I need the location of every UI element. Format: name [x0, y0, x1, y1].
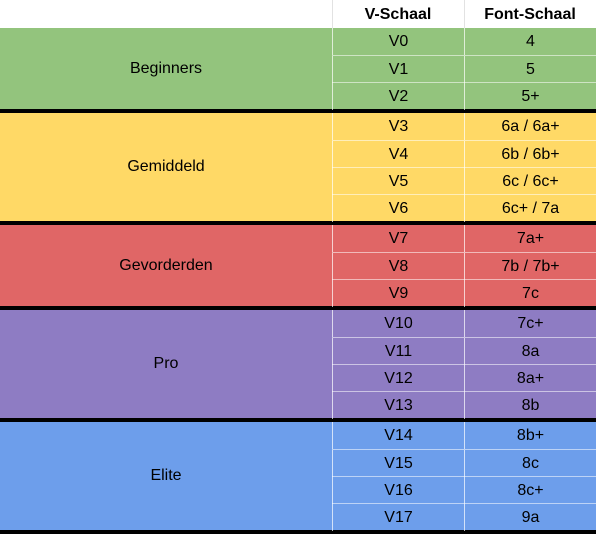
table-row: V12 8a+ — [332, 364, 596, 392]
v-grade-cell[interactable]: V4 — [332, 141, 464, 168]
table-row: V16 8c+ — [332, 476, 596, 504]
v-grade-cell[interactable]: V3 — [332, 113, 464, 140]
font-grade-cell[interactable]: 6a / 6a+ — [464, 113, 596, 140]
font-grade-cell[interactable]: 6c / 6c+ — [464, 168, 596, 195]
font-grade-cell[interactable]: 7c — [464, 280, 596, 307]
v-grade-cell[interactable]: V1 — [332, 56, 464, 83]
group-name[interactable]: Beginners — [129, 59, 203, 77]
group-name[interactable]: Gemiddeld — [127, 158, 205, 175]
table-row: V8 7b / 7b+ — [332, 252, 596, 280]
v-grade-cell[interactable]: V11 — [332, 338, 464, 365]
group-rows: V3 6a / 6a+ V4 6b / 6b+ V5 6c / 6c+ V6 6c+ / 7a — [332, 113, 596, 222]
v-grade-cell[interactable]: V7 — [332, 225, 464, 252]
font-grade-cell[interactable]: 8c+ — [464, 477, 596, 504]
header-divider — [332, 0, 333, 28]
v-grade-cell[interactable]: V2 — [332, 83, 464, 110]
group-name[interactable]: Pro — [153, 355, 179, 372]
v-grade-cell[interactable]: V14 — [332, 422, 464, 449]
v-grade-cell[interactable]: V8 — [332, 253, 464, 280]
table-row: V6 6c+ / 7a — [332, 194, 596, 222]
font-grade-cell[interactable]: 5+ — [464, 83, 596, 110]
table-row: V11 8a — [332, 337, 596, 365]
v-grade-cell[interactable]: V9 — [332, 280, 464, 307]
group-elite: Elite V14 8b+ V15 8c V16 8c+ V17 9a — [0, 422, 596, 534]
table-row: V1 5 — [332, 55, 596, 83]
font-grade-cell[interactable]: 8a+ — [464, 365, 596, 392]
table-row: V7 7a+ — [332, 225, 596, 252]
group-rows: V14 8b+ V15 8c V16 8c+ V17 9a — [332, 422, 596, 531]
v-grade-cell[interactable]: V6 — [332, 195, 464, 222]
v-grade-cell[interactable]: V10 — [332, 310, 464, 337]
v-grade-cell[interactable]: V12 — [332, 365, 464, 392]
font-grade-cell[interactable]: 7b / 7b+ — [464, 253, 596, 280]
font-grade-cell[interactable]: 5 — [464, 56, 596, 83]
table-row: V13 8b — [332, 391, 596, 419]
font-grade-cell[interactable]: 8b — [464, 392, 596, 419]
font-grade-cell[interactable]: 8b+ — [464, 422, 596, 449]
font-grade-cell[interactable]: 7a+ — [464, 225, 596, 252]
font-grade-cell[interactable]: 6c+ / 7a — [464, 195, 596, 222]
font-grade-cell[interactable]: 6b / 6b+ — [464, 141, 596, 168]
v-grade-cell[interactable]: V16 — [332, 477, 464, 504]
table-row: V10 7c+ — [332, 310, 596, 337]
v-grade-cell[interactable]: V0 — [332, 28, 464, 55]
header-row: V-Schaal Font-Schaal — [0, 0, 596, 28]
font-grade-cell[interactable]: 7c+ — [464, 310, 596, 337]
group-rows: V7 7a+ V8 7b / 7b+ V9 7c — [332, 225, 596, 307]
table-row: V9 7c — [332, 279, 596, 307]
header-font-scale[interactable]: Font-Schaal — [484, 6, 576, 23]
table-row: V15 8c — [332, 449, 596, 477]
group-name[interactable]: Elite — [150, 467, 182, 484]
table-row: V0 4 — [332, 28, 596, 55]
table-row: V4 6b / 6b+ — [332, 140, 596, 168]
group-pro: Pro V10 7c+ V11 8a V12 8a+ V13 8b — [0, 310, 596, 422]
v-grade-cell[interactable]: V15 — [332, 450, 464, 477]
group-gevorderden: Gevorderden V7 7a+ V8 7b / 7b+ V9 7c — [0, 225, 596, 310]
table-row: V17 9a — [332, 503, 596, 531]
group-beginners: Beginners V0 4 V1 5 V2 5+ — [0, 28, 596, 113]
font-grade-cell[interactable]: 8c — [464, 450, 596, 477]
table-row: V3 6a / 6a+ — [332, 113, 596, 140]
table-row: V2 5+ — [332, 82, 596, 110]
group-gemiddeld: Gemiddeld V3 6a / 6a+ V4 6b / 6b+ V5 6c / 6c+ V… — [0, 113, 596, 225]
v-grade-cell[interactable]: V5 — [332, 168, 464, 195]
header-divider — [464, 0, 465, 28]
table-row: V14 8b+ — [332, 422, 596, 449]
group-rows: V0 4 V1 5 V2 5+ — [332, 28, 596, 110]
font-grade-cell[interactable]: 9a — [464, 504, 596, 531]
table-row: V5 6c / 6c+ — [332, 167, 596, 195]
group-name[interactable]: Gevorderden — [119, 256, 213, 274]
font-grade-cell[interactable]: 8a — [464, 338, 596, 365]
header-v-scale[interactable]: V-Schaal — [364, 6, 432, 23]
v-grade-cell[interactable]: V17 — [332, 504, 464, 531]
font-grade-cell[interactable]: 4 — [464, 28, 596, 55]
v-grade-cell[interactable]: V13 — [332, 392, 464, 419]
group-rows: V10 7c+ V11 8a V12 8a+ V13 8b — [332, 310, 596, 419]
